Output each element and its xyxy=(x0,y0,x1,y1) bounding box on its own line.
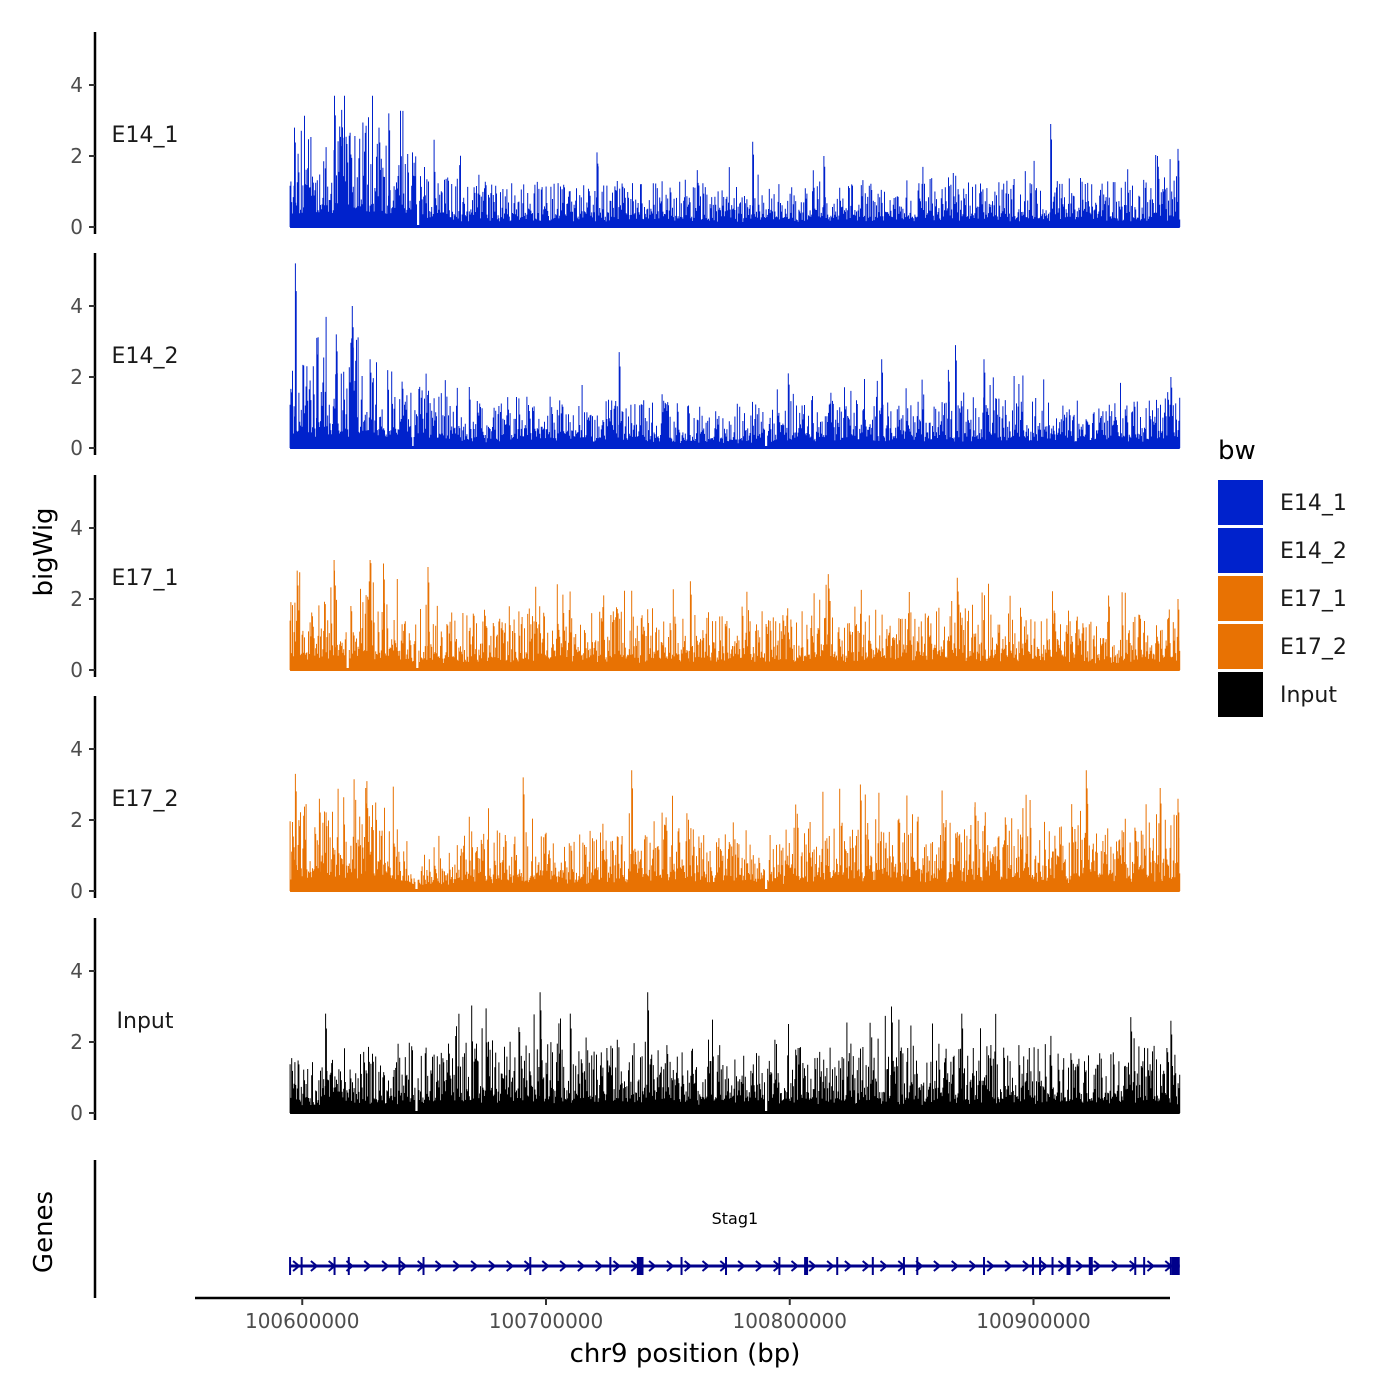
legend-item-e14-1: E14_1 xyxy=(1218,480,1347,525)
track-e14-1: 0 2 4 E14_1 xyxy=(70,32,1181,239)
y-tick-label: 4 xyxy=(70,73,83,97)
exon xyxy=(1039,1257,1042,1275)
exon xyxy=(609,1257,612,1275)
legend-item-e17-1: E17_1 xyxy=(1218,576,1347,621)
signal-e17-1 xyxy=(289,560,1181,671)
exon xyxy=(1169,1257,1172,1275)
exon xyxy=(398,1257,401,1275)
exon xyxy=(804,1257,809,1275)
x-axis: 100600000 100700000 100800000 100900000 xyxy=(195,1296,1170,1333)
exon xyxy=(347,1257,350,1275)
exon xyxy=(1066,1257,1071,1275)
y-axis-title: bigWig xyxy=(29,507,59,596)
exon xyxy=(300,1257,303,1275)
exon xyxy=(871,1257,874,1275)
bigwig-tracks: 0 2 4 E14_1 0 2 4 E14_2 0 2 4 E17_1 0 2 4 E17_2 0 2 4 Input xyxy=(70,32,1181,1125)
legend-swatch xyxy=(1218,480,1263,525)
legend-title: bw xyxy=(1218,436,1256,466)
signal-bars xyxy=(289,560,1181,670)
legend-label: E14_2 xyxy=(1280,539,1347,564)
y-tick-label: 0 xyxy=(70,436,83,460)
y-tick-label: 0 xyxy=(70,658,83,682)
exon xyxy=(778,1257,781,1275)
signal-input xyxy=(289,992,1181,1114)
y-tick-label: 2 xyxy=(70,365,83,389)
track-label: E17_1 xyxy=(112,566,179,591)
track-label: E14_1 xyxy=(112,123,179,148)
exon xyxy=(1089,1257,1092,1275)
exon xyxy=(916,1257,919,1275)
y-tick-label: 4 xyxy=(70,516,83,540)
genes-panel: Stag1 xyxy=(93,1160,1180,1298)
x-tick-label: 100800000 xyxy=(732,1309,847,1333)
exon xyxy=(983,1257,986,1275)
genes-panel-title: Genes xyxy=(29,1191,59,1273)
signal-baseline xyxy=(290,889,1180,892)
signal-baseline xyxy=(290,446,1180,449)
exon xyxy=(639,1257,644,1275)
legend-label: Input xyxy=(1280,683,1337,708)
x-tick-label: 100600000 xyxy=(245,1309,360,1333)
signal-bars xyxy=(289,770,1181,891)
y-tick-label: 4 xyxy=(70,737,83,761)
signal-e14-2 xyxy=(289,263,1181,449)
track-e17-2: 0 2 4 E17_2 xyxy=(70,696,1181,903)
exon xyxy=(333,1257,336,1275)
x-tick-label: 100700000 xyxy=(489,1309,604,1333)
legend-swatch xyxy=(1218,624,1263,669)
exon xyxy=(1143,1257,1146,1275)
y-tick-label: 0 xyxy=(70,1101,83,1125)
y-tick-label: 4 xyxy=(70,294,83,318)
legend-label: E17_1 xyxy=(1280,587,1347,612)
y-tick-label: 4 xyxy=(70,959,83,983)
legend-swatch xyxy=(1218,576,1263,621)
exon-terminal xyxy=(1171,1257,1180,1275)
track-label: E17_2 xyxy=(112,787,179,812)
signal-e17-2 xyxy=(289,770,1181,892)
exon xyxy=(902,1257,905,1275)
gene-stag1: Stag1 xyxy=(289,1209,1180,1275)
legend-label: E14_1 xyxy=(1280,491,1347,516)
signal-bars xyxy=(289,992,1181,1113)
y-tick-label: 2 xyxy=(70,1030,83,1054)
track-input: 0 2 4 Input xyxy=(70,918,1181,1125)
y-tick-label: 0 xyxy=(70,879,83,903)
gene-name-label: Stag1 xyxy=(712,1209,759,1228)
legend-label: E17_2 xyxy=(1280,635,1347,660)
exon xyxy=(636,1257,641,1275)
signal-bars xyxy=(289,95,1181,227)
signal-baseline xyxy=(290,225,1180,228)
exon xyxy=(422,1257,425,1275)
track-e14-2: 0 2 4 E14_2 xyxy=(70,253,1181,460)
track-label: E14_2 xyxy=(112,344,179,369)
legend-item-e14-2: E14_2 xyxy=(1218,528,1347,573)
y-tick-label: 2 xyxy=(70,587,83,611)
legend-item-input: Input xyxy=(1218,672,1337,717)
exon xyxy=(680,1257,683,1275)
exon xyxy=(1031,1257,1034,1275)
legend-swatch xyxy=(1218,528,1263,573)
exon xyxy=(1134,1257,1137,1275)
signal-baseline xyxy=(290,1111,1180,1114)
legend-item-e17-2: E17_2 xyxy=(1218,624,1347,669)
y-tick-label: 0 xyxy=(70,215,83,239)
exon xyxy=(1051,1257,1054,1275)
track-e17-1: 0 2 4 E17_1 xyxy=(70,475,1181,682)
y-tick-label: 2 xyxy=(70,144,83,168)
exon xyxy=(529,1257,532,1275)
exon xyxy=(836,1257,839,1275)
exon xyxy=(725,1257,728,1275)
legend-swatch xyxy=(1218,672,1263,717)
signal-e14-1 xyxy=(289,95,1181,228)
x-axis-title: chr9 position (bp) xyxy=(570,1339,801,1369)
legend: bw E14_1 E14_2 E17_1 E17_2 Input xyxy=(1218,436,1347,717)
signal-baseline xyxy=(290,668,1180,671)
x-tick-label: 100900000 xyxy=(976,1309,1091,1333)
signal-bars xyxy=(289,263,1181,448)
y-tick-label: 2 xyxy=(70,808,83,832)
exon xyxy=(289,1257,292,1275)
track-label: Input xyxy=(117,1009,174,1034)
